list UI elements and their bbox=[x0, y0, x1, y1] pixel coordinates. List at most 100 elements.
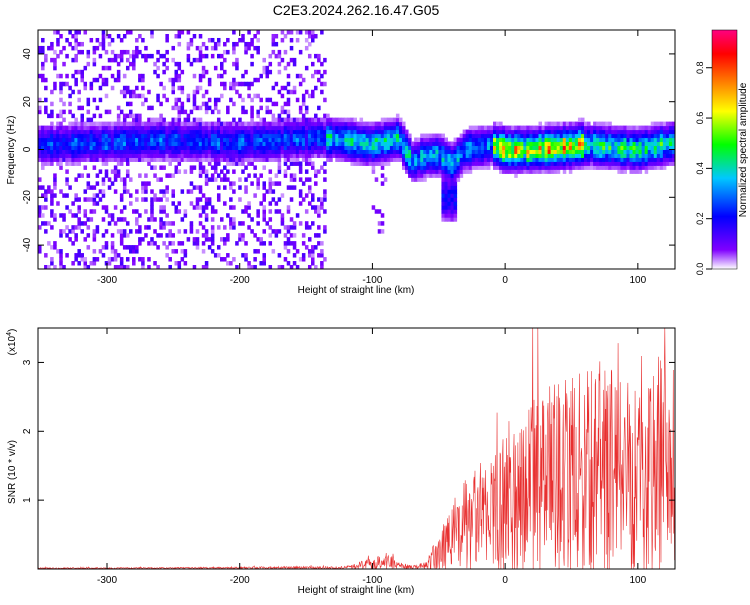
heatmap-cell bbox=[526, 157, 530, 162]
heatmap-cell bbox=[207, 157, 212, 162]
heatmap-cell bbox=[125, 173, 130, 178]
heatmap-cell bbox=[59, 137, 63, 143]
heatmap-cell bbox=[101, 233, 106, 238]
heatmap-cell bbox=[147, 133, 151, 139]
heatmap-cell bbox=[59, 113, 63, 119]
heatmap-cell bbox=[383, 141, 388, 147]
heatmap-cell bbox=[380, 129, 385, 135]
heatmap-cell bbox=[77, 197, 81, 202]
heatmap-cell bbox=[135, 93, 139, 99]
heatmap-cell bbox=[307, 253, 312, 258]
heatmap-cell bbox=[198, 105, 203, 111]
heatmap-cell bbox=[311, 61, 315, 67]
heatmap-cell bbox=[195, 89, 200, 95]
x-tick-label: -200 bbox=[230, 275, 250, 286]
heatmap-cell bbox=[271, 101, 276, 107]
heatmap-cell bbox=[304, 193, 309, 198]
heatmap-cell bbox=[568, 165, 573, 170]
heatmap-cell bbox=[153, 193, 157, 198]
heatmap-cell bbox=[295, 129, 300, 135]
heatmap-cell bbox=[350, 133, 354, 139]
heatmap-cell bbox=[320, 125, 324, 131]
heatmap-cell bbox=[371, 157, 376, 162]
heatmap-cell bbox=[174, 153, 179, 158]
heatmap-cell bbox=[389, 149, 394, 154]
heatmap-cell bbox=[662, 141, 667, 147]
heatmap-cell bbox=[159, 117, 163, 123]
heatmap-cell bbox=[344, 117, 348, 123]
heatmap-cell bbox=[271, 125, 276, 131]
heatmap-cell bbox=[526, 145, 530, 150]
heatmap-cell bbox=[286, 185, 291, 190]
heatmap-cell bbox=[395, 149, 400, 154]
heatmap-cell bbox=[432, 169, 436, 174]
heatmap-cell bbox=[556, 169, 561, 174]
heatmap-cell bbox=[441, 141, 445, 147]
heatmap-cell bbox=[50, 257, 54, 262]
heatmap-cell bbox=[235, 145, 239, 150]
heatmap-cell bbox=[159, 217, 163, 222]
heatmap-cell bbox=[647, 157, 652, 162]
heatmap-cell bbox=[453, 213, 458, 218]
heatmap-cell bbox=[317, 225, 321, 230]
heatmap-cell bbox=[192, 57, 197, 63]
heatmap-cell bbox=[241, 221, 245, 226]
heatmap-cell bbox=[426, 141, 430, 147]
x-tick-label: -300 bbox=[97, 275, 117, 286]
heatmap-cell bbox=[101, 125, 106, 131]
heatmap-cell bbox=[213, 177, 218, 182]
heatmap-cell bbox=[110, 213, 115, 218]
heatmap-cell bbox=[119, 121, 124, 127]
heatmap-cell bbox=[314, 145, 318, 150]
heatmap-cell bbox=[344, 145, 348, 150]
heatmap-cell bbox=[159, 125, 163, 131]
heatmap-cell bbox=[110, 157, 115, 162]
heatmap-cell bbox=[83, 81, 88, 87]
heatmap-cell bbox=[647, 125, 652, 131]
colorbar-label: Normalized spectral amplitude bbox=[738, 82, 749, 217]
heatmap-cell bbox=[304, 141, 309, 147]
heatmap-cell bbox=[465, 165, 470, 170]
heatmap-cell bbox=[235, 125, 239, 131]
heatmap-cell bbox=[523, 161, 527, 166]
heatmap-cell bbox=[362, 129, 367, 135]
heatmap-cell bbox=[374, 141, 379, 147]
heatmap-cell bbox=[80, 229, 84, 234]
heatmap-cell bbox=[395, 133, 400, 139]
heatmap-cell bbox=[326, 149, 330, 154]
heatmap-cell bbox=[426, 153, 430, 158]
heatmap-cell bbox=[311, 205, 315, 210]
heatmap-cell bbox=[56, 145, 60, 150]
heatmap-cell bbox=[529, 165, 533, 170]
heatmap-cell bbox=[165, 197, 169, 202]
heatmap-cell bbox=[92, 153, 97, 158]
heatmap-cell bbox=[538, 169, 543, 174]
heatmap-cell bbox=[229, 133, 233, 139]
heatmap-cell bbox=[135, 85, 139, 91]
heatmap-cell bbox=[116, 121, 121, 127]
heatmap-cell bbox=[314, 33, 318, 39]
heatmap-cell bbox=[38, 49, 42, 55]
heatmap-cell bbox=[92, 125, 97, 131]
heatmap-cell bbox=[235, 241, 239, 246]
heatmap-cell bbox=[320, 153, 324, 158]
heatmap-cell bbox=[568, 125, 573, 131]
heatmap-cell bbox=[514, 125, 518, 131]
spectrogram-ylabel: Frequency (Hz) bbox=[6, 116, 17, 185]
heatmap-cell bbox=[641, 125, 646, 131]
heatmap-cell bbox=[65, 205, 69, 210]
heatmap-cell bbox=[453, 157, 458, 162]
heatmap-cell bbox=[92, 57, 97, 63]
heatmap-cell bbox=[371, 141, 376, 147]
heatmap-cell bbox=[280, 221, 285, 226]
heatmap-cell bbox=[420, 137, 424, 143]
heatmap-cell bbox=[568, 133, 573, 139]
heatmap-cell bbox=[53, 81, 57, 87]
heatmap-cell bbox=[283, 145, 288, 150]
heatmap-cell bbox=[232, 189, 236, 194]
heatmap-cell bbox=[311, 121, 315, 127]
heatmap-cell bbox=[298, 129, 303, 135]
heatmap-cell bbox=[402, 149, 406, 154]
heatmap-cell bbox=[341, 125, 345, 131]
heatmap-cell bbox=[329, 141, 333, 147]
